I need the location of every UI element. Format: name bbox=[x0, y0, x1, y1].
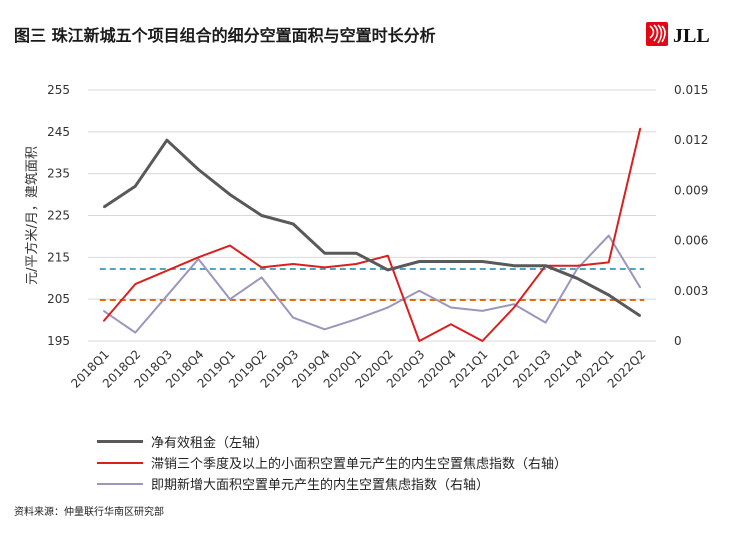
data-point bbox=[134, 283, 137, 285]
data-point bbox=[355, 263, 358, 265]
data-point bbox=[481, 310, 484, 312]
legend-swatch-rent bbox=[97, 440, 143, 443]
data-point bbox=[639, 315, 642, 317]
data-point bbox=[481, 260, 484, 263]
data-point bbox=[576, 277, 578, 280]
y-left-tick-label: 255 bbox=[47, 83, 70, 97]
data-point bbox=[639, 286, 642, 289]
data-point bbox=[102, 320, 105, 322]
data-point bbox=[323, 328, 326, 331]
y-right-tick-label: 0.006 bbox=[674, 234, 708, 248]
jll-logo: JLL bbox=[646, 22, 710, 47]
series-line bbox=[102, 138, 642, 318]
y-left-tick-label: 225 bbox=[47, 209, 70, 223]
legend-item-stagnant: 滞销三个季度及以上的小面积空置单元产生的内生空置焦虑指数（右轴） bbox=[97, 452, 567, 473]
data-point bbox=[355, 318, 358, 321]
legend-swatch-stagnant bbox=[97, 461, 143, 464]
y-left-tick-label: 215 bbox=[47, 250, 70, 264]
data-point bbox=[197, 168, 200, 171]
data-point bbox=[292, 223, 294, 225]
data-point bbox=[513, 303, 515, 305]
data-point bbox=[323, 252, 326, 254]
legend-label-upcoming: 即期新增大面积空置单元产生的内生空置焦虑指数（右轴） bbox=[151, 478, 490, 493]
data-point bbox=[134, 185, 137, 188]
data-point bbox=[513, 306, 515, 309]
data-point bbox=[386, 306, 389, 309]
jll-logo-text: JLL bbox=[673, 25, 710, 47]
series-line bbox=[103, 128, 642, 342]
jll-logo-mark-icon bbox=[646, 22, 668, 46]
data-point bbox=[166, 269, 168, 272]
data-point bbox=[607, 261, 610, 264]
data-point bbox=[197, 256, 200, 259]
data-point bbox=[418, 290, 421, 292]
data-point bbox=[229, 244, 231, 247]
data-point bbox=[607, 234, 610, 237]
data-point bbox=[450, 323, 452, 326]
data-point bbox=[513, 264, 515, 267]
y-right-tick-label: 0.009 bbox=[674, 183, 708, 197]
data-point bbox=[166, 295, 168, 297]
series-line bbox=[103, 234, 642, 334]
data-point bbox=[197, 258, 200, 260]
data-point bbox=[544, 264, 547, 267]
data-point bbox=[292, 263, 294, 265]
y-right-tick-label: 0 bbox=[674, 334, 682, 348]
data-point bbox=[166, 139, 168, 141]
y-left-tick-label: 235 bbox=[47, 167, 70, 181]
y-left-tick-label: 245 bbox=[47, 125, 70, 139]
y-right-tick-label: 0.015 bbox=[674, 83, 708, 97]
legend-item-upcoming: 即期新增大面积空置单元产生的内生空置焦虑指数（右轴） bbox=[97, 473, 567, 494]
legend-label-stagnant: 滞销三个季度及以上的小面积空置单元产生的内生空置焦虑指数（右轴） bbox=[151, 457, 568, 472]
data-point bbox=[386, 269, 389, 271]
data-point bbox=[576, 268, 578, 270]
y-right-tick-label: 0.012 bbox=[674, 133, 708, 147]
data-point bbox=[481, 340, 484, 342]
data-point bbox=[639, 127, 642, 130]
y-left-tick-label: 205 bbox=[47, 292, 70, 306]
data-point bbox=[260, 276, 263, 279]
data-point bbox=[355, 252, 358, 254]
data-point bbox=[292, 316, 294, 319]
page-title: 图三 珠江新城五个项目组合的细分空置面积与空置时长分析 bbox=[14, 26, 436, 45]
legend-swatch-upcoming bbox=[97, 482, 143, 485]
y-left-tick-label: 195 bbox=[47, 334, 70, 348]
data-point bbox=[450, 260, 452, 263]
data-point bbox=[544, 321, 547, 324]
data-point bbox=[607, 294, 610, 296]
data-point bbox=[229, 298, 231, 300]
data-point bbox=[102, 206, 105, 208]
data-point bbox=[418, 260, 421, 263]
source-note: 资料来源：仲量联行华南区研究部 bbox=[14, 507, 164, 518]
data-point bbox=[418, 340, 421, 342]
chart-legend: 净有效租金（左轴） 滞销三个季度及以上的小面积空置单元产生的内生空置焦虑指数（右… bbox=[97, 431, 567, 494]
legend-label-rent: 净有效租金（左轴） bbox=[151, 436, 269, 451]
data-point bbox=[260, 266, 263, 269]
data-point bbox=[102, 310, 105, 312]
legend-item-rent: 净有效租金（左轴） bbox=[97, 431, 567, 452]
data-point bbox=[386, 254, 389, 257]
data-point bbox=[450, 306, 452, 309]
data-point bbox=[229, 193, 231, 196]
y-right-tick-label: 0.003 bbox=[674, 284, 708, 298]
data-point bbox=[260, 214, 263, 217]
data-point bbox=[134, 331, 137, 334]
data-point bbox=[323, 266, 326, 269]
data-point bbox=[576, 264, 578, 267]
y-axis-label: 元/平方米/月，建筑面积 bbox=[24, 146, 40, 285]
